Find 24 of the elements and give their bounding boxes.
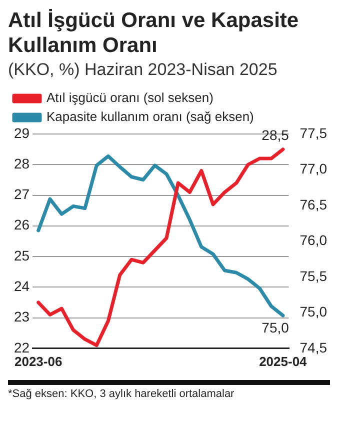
legend-label: Kapasite kullanım oranı (sağ eksen) (46, 109, 254, 124)
y2-tick-label: 74,5 (300, 339, 328, 356)
chart-subtitle: (KKO, %) Haziran 2023-Nisan 2025 (8, 59, 278, 81)
y-tick-label: 24 (14, 278, 30, 294)
y-tick-label: 27 (14, 186, 30, 202)
x-tick-label: 2023-06 (14, 354, 62, 369)
y2-tick-label: 76,0 (300, 232, 328, 248)
data-label: 75,0 (262, 319, 290, 336)
x-tick-label: 2025-04 (259, 354, 308, 369)
chart-title: Atıl İşgücü Oranı ve Kapasite Kullanım Oranı (8, 8, 300, 58)
data-label: 28,5 (262, 127, 290, 144)
text: *Sağ eksen: KKO, 3 aylık hareketli ortalamalar (8, 388, 236, 400)
y-tick-label: 22 (14, 339, 30, 356)
y2-tick-label: 77,5 (300, 124, 328, 141)
y-tick-label: 29 (14, 124, 30, 141)
y-tick-label: 25 (14, 247, 30, 264)
y-tick-label: 26 (14, 216, 30, 233)
legend-label: Atıl işgücü oranı (sol seksen) (46, 90, 214, 106)
y-tick-label: 23 (14, 308, 30, 325)
y2-tick-label: 77,0 (300, 160, 328, 177)
y2-tick-label: 76,5 (300, 196, 328, 212)
y2-tick-label: 75,0 (300, 304, 328, 320)
y2-tick-label: 75,5 (300, 268, 328, 284)
y-tick-label: 28 (14, 155, 30, 172)
